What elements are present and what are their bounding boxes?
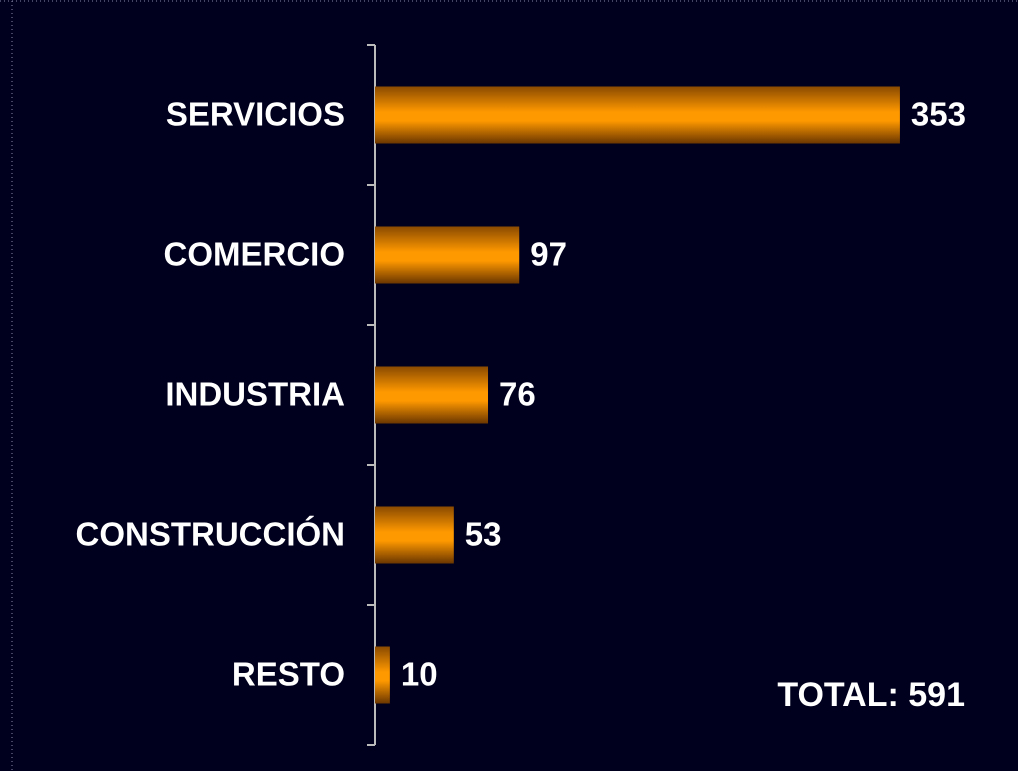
- category-label: RESTO: [232, 656, 345, 693]
- bar: [375, 506, 454, 564]
- category-label: INDUSTRIA: [165, 376, 345, 413]
- bar: [375, 366, 489, 424]
- bar: [375, 646, 390, 704]
- category-label: COMERCIO: [164, 236, 346, 273]
- value-label: 353: [911, 96, 966, 133]
- value-label: 97: [530, 236, 567, 273]
- value-label: 10: [401, 656, 438, 693]
- category-label: CONSTRUCCIÓN: [76, 516, 346, 553]
- bar: [375, 86, 900, 144]
- category-label: SERVICIOS: [166, 96, 345, 133]
- value-label: 76: [499, 376, 536, 413]
- total-annotation: TOTAL: 591: [777, 676, 965, 714]
- value-label: 53: [465, 516, 502, 553]
- bar: [375, 226, 520, 284]
